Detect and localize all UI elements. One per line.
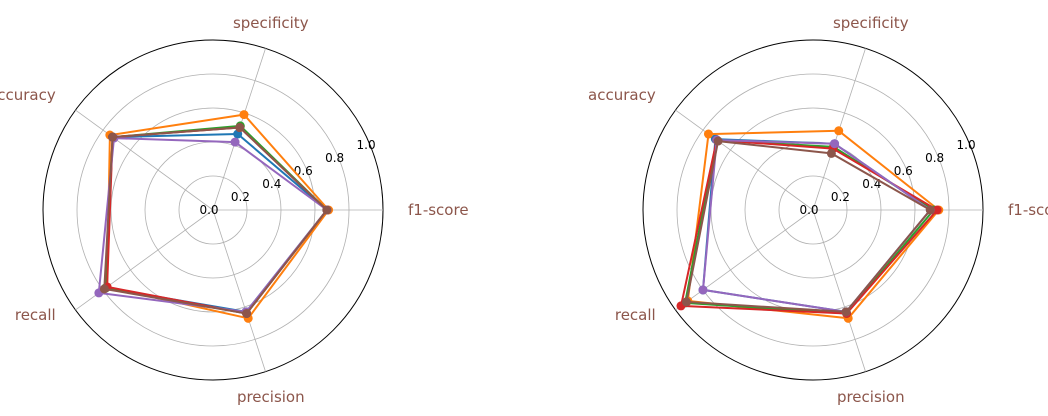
radial-tick-label: 0.6	[894, 164, 913, 178]
series-line	[685, 140, 932, 313]
axis-label-precision: precision	[237, 388, 305, 406]
series-point	[826, 148, 836, 158]
series-line	[103, 126, 328, 315]
grid-spoke	[212, 209, 266, 372]
radial-tick-label: 1.0	[957, 138, 976, 152]
series-point	[703, 129, 713, 139]
radial-tick-label: 0.8	[325, 151, 344, 165]
series-line	[680, 139, 939, 315]
radial-tick-label: 1.0	[357, 138, 376, 152]
radial-tick-label: 0.0	[799, 203, 818, 217]
axis-label-f1-score: f1-score	[1008, 201, 1048, 219]
axis-label-accuracy: accuracy	[588, 86, 656, 104]
axis-label-accuracy: accuracy	[0, 86, 56, 104]
series-point	[322, 205, 332, 215]
radial-tick-label: 0.0	[199, 203, 218, 217]
radial-tick-label: 0.4	[862, 177, 881, 191]
axis-label-specificity: specificity	[833, 14, 909, 32]
radial-tick-label: 0.2	[831, 190, 850, 204]
series-line	[104, 133, 328, 313]
radial-tick-label: 0.6	[294, 164, 313, 178]
series-point	[230, 137, 240, 147]
series-point	[925, 205, 935, 215]
series-line	[97, 137, 328, 313]
axis-label-precision: precision	[837, 388, 905, 406]
series-point	[698, 285, 708, 295]
series-point	[841, 307, 851, 317]
series-point	[242, 308, 252, 318]
axis-label-specificity: specificity	[233, 14, 309, 32]
grid-spoke	[75, 109, 214, 211]
grid-spoke	[675, 209, 814, 311]
series-line	[686, 129, 940, 320]
series-point	[239, 110, 249, 120]
axis-label-f1-score: f1-score	[408, 201, 469, 219]
series-point	[932, 205, 942, 215]
axis-label-recall: recall	[15, 306, 56, 324]
grid-spoke	[812, 209, 866, 372]
series-point	[713, 136, 723, 146]
series-point	[681, 297, 691, 307]
series-point	[834, 126, 844, 136]
radar-chart-1: 0.0 0.2 0.4 0.6 0.8 1.0 f1-score specificity acc…	[0, 14, 469, 406]
radar-chart-2: 0.0 0.2 0.4 0.6 0.8 1.0 f1-score specificity acc…	[588, 14, 1048, 406]
radial-tick-label: 0.4	[262, 177, 281, 191]
radial-tick-label: 0.2	[231, 190, 250, 204]
grid-spoke	[675, 109, 814, 211]
radial-tick-label: 0.8	[925, 151, 944, 165]
series-point	[99, 284, 109, 294]
series-point	[235, 123, 245, 133]
series-point	[108, 132, 118, 142]
series-point	[830, 139, 840, 149]
series-line	[106, 126, 328, 315]
axis-label-recall: recall	[615, 306, 656, 324]
